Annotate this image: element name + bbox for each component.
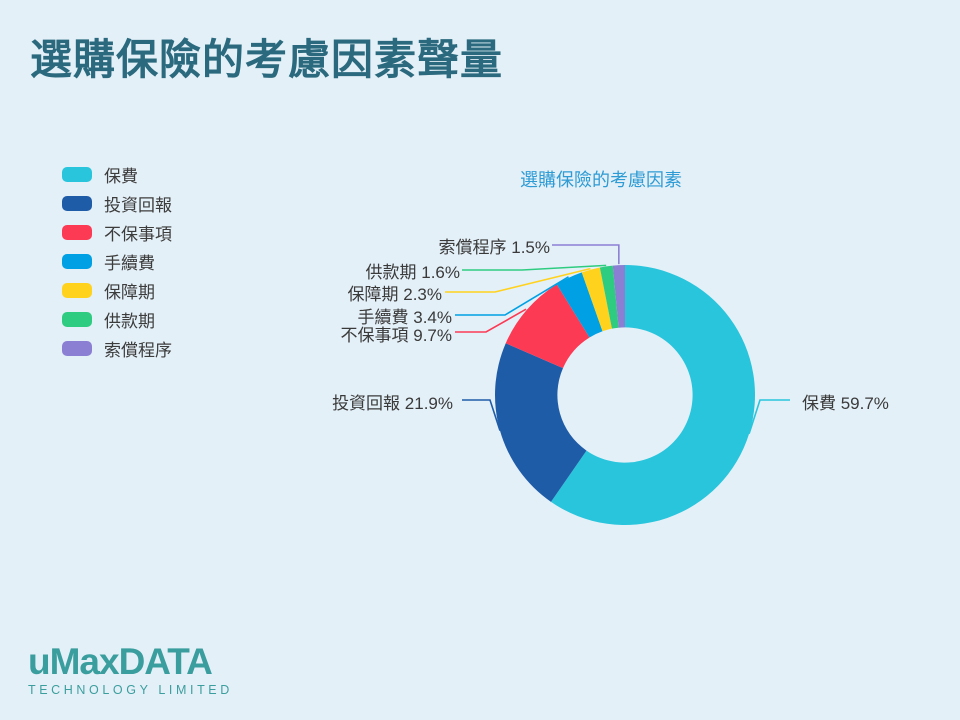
legend-swatch-icon bbox=[62, 341, 92, 356]
donut-slice[interactable] bbox=[505, 284, 590, 369]
legend-item-label: 手續費 bbox=[104, 254, 155, 273]
data-label: 手續費 3.4% bbox=[357, 308, 452, 327]
data-label: 不保事項 9.7% bbox=[340, 326, 452, 345]
donut-slice[interactable] bbox=[556, 272, 603, 338]
legend-item-label: 不保事項 bbox=[104, 225, 172, 244]
legend-swatch-icon bbox=[62, 196, 92, 211]
legend-item[interactable]: 不保事項 bbox=[62, 218, 272, 247]
legend-item[interactable]: 索償程序 bbox=[62, 334, 272, 363]
legend-item[interactable]: 投資回報 bbox=[62, 189, 272, 218]
legend-swatch-icon bbox=[62, 254, 92, 269]
data-label: 索償程序 1.5% bbox=[438, 238, 550, 257]
leader-line bbox=[455, 308, 527, 333]
chart-title: 選購保險的考慮因素 bbox=[520, 170, 682, 190]
legend-item[interactable]: 手續費 bbox=[62, 247, 272, 276]
legend-item[interactable]: 保費 bbox=[62, 160, 272, 189]
legend-item-label: 保障期 bbox=[104, 283, 155, 302]
donut-slice[interactable] bbox=[612, 265, 625, 328]
page-title: 選購保險的考慮因素聲量 bbox=[30, 36, 504, 83]
donut-chart bbox=[445, 244, 790, 525]
legend-swatch-icon bbox=[62, 283, 92, 298]
leader-line bbox=[462, 264, 607, 271]
legend-swatch-icon bbox=[62, 167, 92, 182]
company-logo: uMaxDATA TECHNOLOGY LIMITED bbox=[28, 643, 258, 697]
chart-legend: 保費投資回報不保事項手續費保障期供款期索償程序 bbox=[62, 160, 272, 363]
data-label: 投資回報 21.9% bbox=[332, 394, 453, 413]
leader-line bbox=[552, 244, 620, 265]
donut-slice[interactable] bbox=[599, 265, 619, 329]
leader-line bbox=[748, 399, 790, 435]
legend-item-label: 投資回報 bbox=[104, 196, 172, 215]
legend-item-label: 索償程序 bbox=[104, 341, 172, 360]
legend-item-label: 保費 bbox=[104, 167, 138, 186]
donut-slice[interactable] bbox=[550, 265, 755, 525]
leader-line bbox=[462, 399, 501, 431]
data-label: 保障期 2.3% bbox=[347, 285, 442, 304]
leader-line bbox=[455, 276, 569, 316]
data-label: 保費 59.7% bbox=[802, 394, 889, 413]
leader-line bbox=[445, 267, 591, 293]
legend-item[interactable]: 供款期 bbox=[62, 305, 272, 334]
logo-wordmark: uMaxDATA bbox=[28, 641, 213, 682]
logo-tagline: TECHNOLOGY LIMITED bbox=[28, 683, 233, 697]
donut-slice[interactable] bbox=[581, 267, 612, 332]
legend-swatch-icon bbox=[62, 225, 92, 240]
donut-slice[interactable] bbox=[495, 343, 587, 502]
chart-area: 選購保險的考慮因素 保費 59.7% 投資回報 21.9% 不保事項 9.7% 手續費… bbox=[290, 150, 950, 570]
legend-item-label: 供款期 bbox=[104, 312, 155, 331]
legend-item[interactable]: 保障期 bbox=[62, 276, 272, 305]
data-label: 供款期 1.6% bbox=[365, 263, 460, 282]
legend-swatch-icon bbox=[62, 312, 92, 327]
